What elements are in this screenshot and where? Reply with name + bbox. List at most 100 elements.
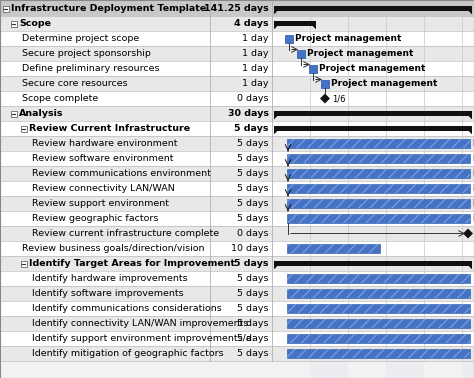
Bar: [287, 154, 470, 163]
Bar: [272, 136, 474, 151]
Bar: [287, 199, 470, 208]
Bar: [272, 106, 474, 121]
Bar: [287, 214, 470, 223]
Text: Secure core resources: Secure core resources: [22, 79, 128, 88]
Bar: [287, 304, 470, 313]
Bar: [210, 346, 272, 361]
Bar: [0, 166, 210, 181]
Bar: [287, 139, 470, 148]
Bar: [11, 20, 17, 26]
Bar: [0, 226, 210, 241]
Bar: [274, 21, 316, 26]
Text: Project management: Project management: [331, 79, 438, 88]
Bar: [287, 169, 470, 178]
Bar: [0, 76, 210, 91]
Bar: [0, 346, 210, 361]
Polygon shape: [274, 266, 278, 270]
Bar: [21, 125, 27, 132]
Text: 5 days: 5 days: [237, 169, 269, 178]
Bar: [272, 16, 474, 31]
Bar: [386, 0, 424, 378]
Text: 5 days: 5 days: [237, 199, 269, 208]
Bar: [287, 334, 470, 343]
Bar: [287, 244, 380, 253]
Polygon shape: [468, 11, 472, 14]
Text: Review communications environment: Review communications environment: [32, 169, 211, 178]
Text: 5 days: 5 days: [237, 154, 269, 163]
Text: 5 days: 5 days: [235, 259, 269, 268]
Bar: [287, 349, 470, 358]
Text: Identify Target Areas for Improvement: Identify Target Areas for Improvement: [29, 259, 235, 268]
Bar: [210, 286, 272, 301]
Bar: [272, 256, 474, 271]
Bar: [272, 226, 474, 241]
Text: P: P: [472, 169, 474, 178]
Text: Scope: Scope: [19, 19, 51, 28]
Bar: [272, 151, 474, 166]
Bar: [287, 139, 470, 148]
Bar: [3, 6, 9, 11]
Bar: [272, 316, 474, 331]
Bar: [0, 331, 210, 346]
Bar: [210, 91, 272, 106]
Bar: [272, 346, 474, 361]
Text: Review software environment: Review software environment: [32, 154, 173, 163]
Bar: [272, 286, 474, 301]
Text: Project management: Project management: [319, 64, 425, 73]
Bar: [297, 50, 305, 57]
Text: P: P: [472, 184, 474, 193]
Bar: [0, 61, 210, 76]
Text: Review geographic factors: Review geographic factors: [32, 214, 158, 223]
Bar: [0, 31, 210, 46]
Bar: [274, 6, 472, 11]
Text: Scope complete: Scope complete: [22, 94, 98, 103]
Text: Analysis: Analysis: [19, 109, 64, 118]
Bar: [210, 166, 272, 181]
Bar: [210, 61, 272, 76]
Bar: [0, 91, 210, 106]
Bar: [287, 304, 470, 313]
Bar: [0, 181, 210, 196]
Text: Review business goals/direction/vision: Review business goals/direction/vision: [22, 244, 204, 253]
Text: P: P: [472, 214, 474, 223]
Bar: [287, 184, 470, 193]
Text: Project management: Project management: [295, 34, 401, 43]
Text: 0 days: 0 days: [237, 229, 269, 238]
Text: Identify support environment improvements/a:: Identify support environment improvement…: [32, 334, 255, 343]
Text: 1/6: 1/6: [332, 94, 346, 103]
Bar: [210, 241, 272, 256]
Bar: [210, 181, 272, 196]
Text: Determine project scope: Determine project scope: [22, 34, 139, 43]
Bar: [272, 61, 474, 76]
Bar: [0, 286, 210, 301]
Bar: [272, 301, 474, 316]
Text: Review hardware environment: Review hardware environment: [32, 139, 177, 148]
Text: Review Current Infrastructure: Review Current Infrastructure: [29, 124, 190, 133]
Bar: [210, 76, 272, 91]
Polygon shape: [320, 93, 330, 104]
Text: 5 days: 5 days: [237, 334, 269, 343]
Bar: [272, 241, 474, 256]
Text: 0 days: 0 days: [237, 94, 269, 103]
Bar: [287, 274, 470, 283]
Text: P: P: [472, 154, 474, 163]
Bar: [285, 34, 293, 42]
Text: 1 day: 1 day: [243, 64, 269, 73]
Polygon shape: [468, 131, 472, 134]
Bar: [309, 65, 317, 73]
Bar: [11, 110, 17, 116]
Text: 141.25 days: 141.25 days: [204, 4, 269, 13]
Bar: [210, 106, 272, 121]
Bar: [210, 136, 272, 151]
Bar: [272, 271, 474, 286]
Text: 5 days: 5 days: [235, 124, 269, 133]
Text: Review support environment: Review support environment: [32, 199, 169, 208]
Polygon shape: [312, 26, 316, 29]
Bar: [272, 331, 474, 346]
Text: 5 days: 5 days: [237, 304, 269, 313]
Bar: [274, 111, 472, 116]
Bar: [0, 256, 210, 271]
Bar: [272, 91, 474, 106]
Bar: [272, 31, 474, 46]
Bar: [210, 226, 272, 241]
